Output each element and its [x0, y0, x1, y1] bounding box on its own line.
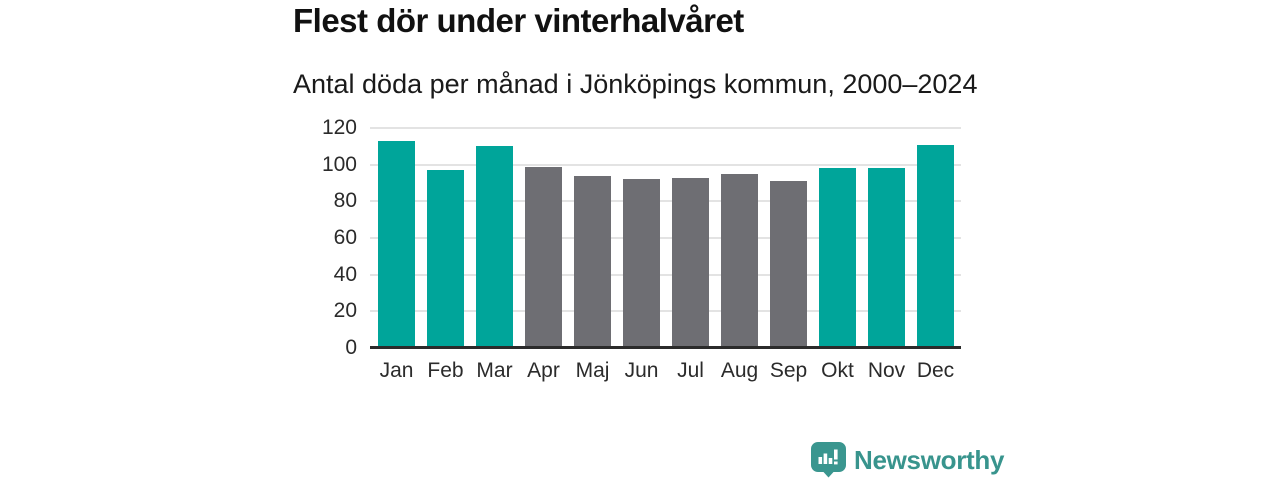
y-axis-tick-label-40: 40 — [333, 262, 357, 286]
x-axis-label-sep: Sep — [769, 359, 808, 382]
brand-footer: Newsworthy — [810, 441, 1004, 479]
x-axis-line — [370, 346, 961, 349]
x-axis-label-jan: Jan — [379, 359, 414, 382]
x-axis-label-dec: Dec — [916, 359, 955, 382]
gridline-100 — [370, 163, 961, 166]
bar-aug — [721, 173, 758, 348]
x-axis-label-aug: Aug — [720, 359, 759, 382]
bar-maj — [574, 175, 611, 348]
bar-dec — [917, 144, 954, 348]
bar-feb — [427, 170, 464, 348]
chart-title: Flest dör under vinterhalvåret — [293, 2, 744, 39]
bar-jun — [623, 179, 660, 348]
y-axis-tick-label-0: 0 — [345, 336, 357, 359]
x-axis-label-jul: Jul — [677, 359, 704, 382]
chart-subtitle: Antal döda per månad i Jönköpings kommun… — [293, 69, 978, 99]
x-axis-label-jun: Jun — [624, 359, 659, 382]
gridline-80 — [370, 200, 961, 203]
y-axis-tick-label-60: 60 — [333, 226, 357, 249]
y-axis-tick-label-80: 80 — [333, 189, 357, 213]
gridline-40 — [370, 273, 961, 276]
y-axis-tick-label-20: 20 — [333, 299, 357, 323]
bar-chart-plot-area — [370, 127, 961, 349]
x-axis-label-mar: Mar — [476, 359, 513, 382]
bar-apr — [525, 166, 562, 348]
x-axis-label-feb: Feb — [427, 359, 464, 382]
bar-sep — [770, 181, 807, 348]
y-axis-tick-label-120: 120 — [321, 116, 357, 139]
x-axis-label-nov: Nov — [867, 359, 906, 382]
brand-name: Newsworthy — [854, 444, 1005, 475]
newsworthy-chart-bubble-icon — [810, 441, 847, 479]
gridline-20 — [370, 310, 961, 313]
y-axis-tick-label-100: 100 — [321, 152, 357, 176]
gridline-60 — [370, 237, 961, 239]
x-axis-label-apr: Apr — [527, 359, 560, 382]
bar-jul — [672, 177, 709, 348]
bar-okt — [819, 168, 856, 348]
bar-jan — [378, 140, 415, 348]
x-axis-label-maj: Maj — [575, 359, 610, 382]
x-axis-label-okt: Okt — [821, 359, 854, 382]
bar-nov — [868, 168, 905, 348]
gridline-120 — [370, 127, 961, 129]
bar-mar — [476, 146, 513, 348]
